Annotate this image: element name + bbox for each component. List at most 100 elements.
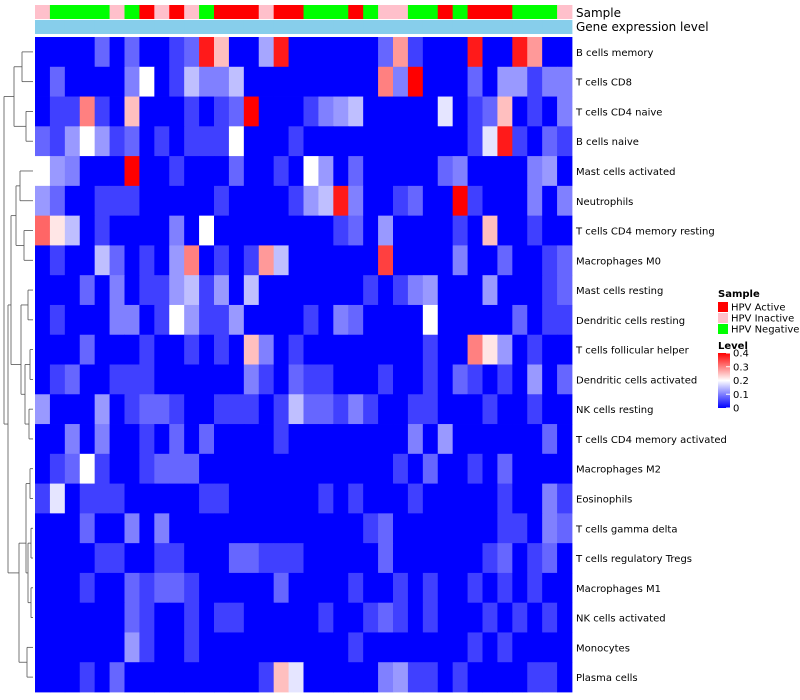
- heatmap-cell: [228, 424, 245, 455]
- heatmap-cell: [124, 96, 140, 127]
- heatmap-cell: [139, 304, 155, 336]
- heatmap-cell: [437, 394, 454, 425]
- heatmap-cell: [199, 304, 215, 336]
- heatmap-cell: [393, 126, 409, 157]
- heatmap-cell: [154, 304, 170, 336]
- heatmap-cell: [258, 453, 275, 484]
- heatmap-cell: [393, 215, 409, 246]
- heatmap-cell: [64, 156, 81, 187]
- heatmap-cell: [482, 37, 498, 68]
- heatmap-cell: [199, 37, 215, 68]
- heatmap-cell: [512, 453, 528, 484]
- heatmap-cell: [527, 632, 543, 663]
- heatmap-cell: [273, 156, 289, 187]
- heatmap-cell: [214, 424, 230, 455]
- heatmap-cell: [542, 37, 558, 68]
- heatmap-cell: [184, 572, 200, 604]
- heatmap-cell: [437, 275, 454, 306]
- heatmap-cell: [49, 334, 66, 365]
- heatmap-cell: [243, 483, 260, 514]
- heatmap-cell: [288, 632, 304, 663]
- heatmap-cell: [333, 483, 349, 514]
- heatmap-cell: [303, 424, 319, 455]
- heatmap-cell: [363, 334, 379, 365]
- heatmap-cell: [363, 96, 379, 127]
- legend-sample-label: HPV Inactive: [731, 314, 794, 325]
- heatmap-cell: [243, 543, 260, 574]
- row-label: T cells follicular helper: [575, 346, 690, 357]
- heatmap-cell: [228, 483, 245, 514]
- heatmap-cell: [542, 126, 558, 157]
- heatmap-cell: [169, 364, 185, 395]
- heatmap-cell: [228, 334, 245, 365]
- heatmap-cell: [407, 632, 424, 663]
- heatmap-cell: [288, 572, 304, 604]
- heatmap-cell: [94, 126, 110, 157]
- gene-expression-annotation-cell: [557, 20, 573, 34]
- heatmap-cell: [94, 275, 110, 306]
- heatmap-cell: [35, 245, 51, 276]
- heatmap-cell: [393, 275, 409, 306]
- heatmap-cell: [333, 334, 349, 365]
- heatmap-cell: [124, 245, 140, 276]
- heatmap-cell: [243, 364, 260, 395]
- heatmap-cell: [557, 364, 573, 395]
- heatmap-cell: [527, 483, 543, 514]
- heatmap-cell: [199, 185, 215, 217]
- heatmap-cell: [79, 394, 96, 425]
- heatmap-cell: [79, 156, 96, 187]
- legend-sample-swatch: [718, 313, 728, 323]
- heatmap-cell: [363, 513, 379, 544]
- heatmap-cell: [258, 662, 275, 693]
- heatmap-cell: [542, 483, 558, 514]
- annotation-label-gene-expression: Gene expression level: [576, 20, 709, 34]
- annotation-tracks: [35, 5, 573, 34]
- heatmap-cell: [303, 275, 319, 306]
- heatmap-cell: [497, 245, 513, 276]
- heatmap-cell: [422, 96, 439, 127]
- heatmap-cell: [64, 424, 81, 455]
- heatmap-cell: [243, 662, 260, 693]
- heatmap-cells: [35, 37, 573, 693]
- heatmap-cell: [407, 245, 424, 276]
- heatmap-cell: [273, 394, 289, 425]
- heatmap-cell: [318, 126, 334, 157]
- heatmap-cell: [437, 572, 454, 604]
- row-label: T cells CD4 memory activated: [575, 435, 727, 446]
- heatmap-cell: [288, 602, 304, 633]
- heatmap-cell: [542, 304, 558, 336]
- heatmap-cell: [35, 424, 51, 455]
- heatmap-cell: [49, 364, 66, 395]
- heatmap-cell: [109, 394, 125, 425]
- heatmap-cell: [35, 632, 51, 663]
- heatmap-cell: [79, 543, 96, 574]
- heatmap-cell: [49, 602, 66, 633]
- heatmap-cell: [64, 304, 81, 336]
- heatmap-cell: [452, 394, 468, 425]
- heatmap-cell: [497, 334, 513, 365]
- heatmap-cell: [527, 334, 543, 365]
- gene-expression-annotation-cell: [94, 20, 110, 34]
- heatmap-cell: [273, 483, 289, 514]
- heatmap-cell: [184, 632, 200, 663]
- heatmap-cell: [542, 453, 558, 484]
- heatmap-cell: [64, 185, 81, 217]
- sample-annotation-cell: [288, 5, 304, 19]
- heatmap-cell: [79, 126, 96, 157]
- heatmap-cell: [542, 185, 558, 217]
- heatmap-cell: [318, 602, 334, 633]
- heatmap-cell: [258, 394, 275, 425]
- heatmap-cell: [557, 66, 573, 97]
- heatmap-cell: [467, 543, 483, 574]
- heatmap-cell: [422, 245, 439, 276]
- heatmap-cell: [258, 215, 275, 246]
- sample-annotation-cell: [527, 5, 543, 19]
- gene-expression-annotation-cell: [124, 20, 140, 34]
- heatmap-cell: [169, 275, 185, 306]
- heatmap-cell: [184, 185, 200, 217]
- heatmap-cell: [64, 543, 81, 574]
- gene-expression-annotation-cell: [363, 20, 379, 34]
- heatmap-cell: [169, 96, 185, 127]
- heatmap-cell: [422, 126, 439, 157]
- heatmap-cell: [288, 483, 304, 514]
